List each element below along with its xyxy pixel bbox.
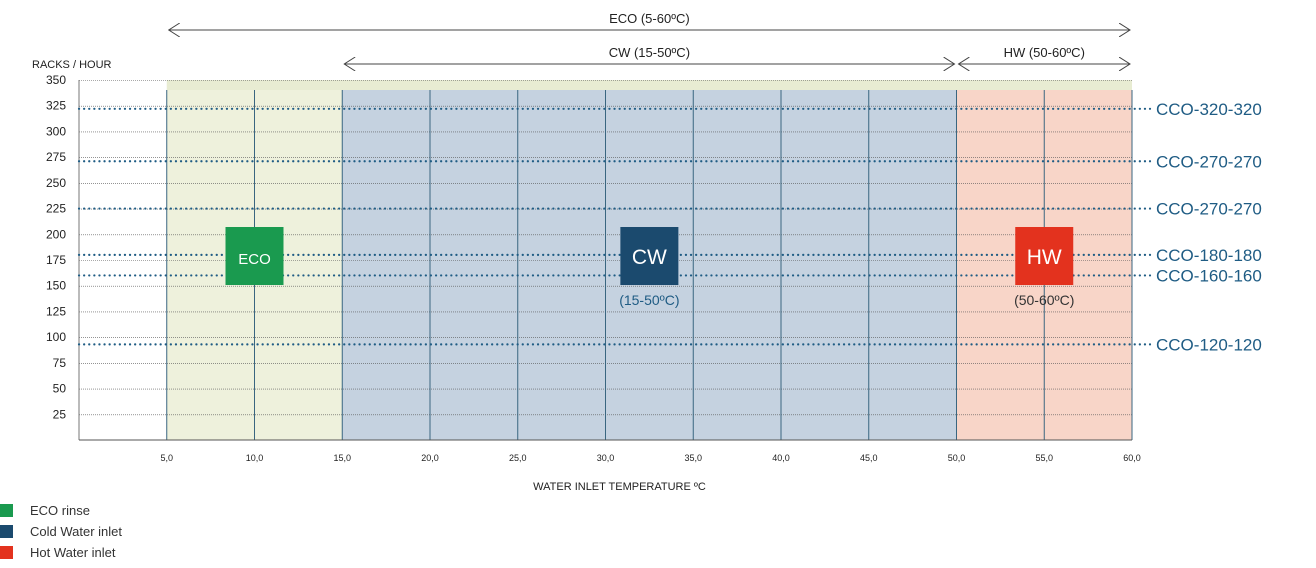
series-label-cco-120-120: CCO-120-120 [1156,335,1262,354]
legend-item-eco: ECO rinse [0,500,122,521]
x-tick-label: 25,0 [509,453,527,463]
x-tick-label: 35,0 [684,453,702,463]
badge-sublabel-hw: (50-60ºC) [1014,292,1074,308]
series-label-cco-270-270: CCO-270-270 [1156,200,1262,219]
range-label-eco-5-60-c: ECO (5-60ºC) [609,11,690,26]
x-tick-label: 60,0 [1123,453,1141,463]
y-tick-label: 275 [46,150,66,164]
y-tick-label: 100 [46,330,66,344]
x-tick-label: 15,0 [333,453,351,463]
legend-label-hot-water: Hot Water inlet [30,545,116,560]
legend-item-hot-water: Hot Water inlet [0,542,122,563]
series-label-cco-320-320: CCO-320-320 [1156,100,1262,119]
x-axis-label: WATER INLET TEMPERATURE ºC [533,481,706,493]
badge-sublabel-cw: (15-50ºC) [619,292,679,308]
series-label-cco-160-160: CCO-160-160 [1156,266,1262,285]
y-tick-label: 250 [46,176,66,190]
x-tick-label: 5,0 [160,453,173,463]
y-tick-label: 25 [53,407,67,421]
y-tick-label: 350 [46,73,66,87]
badge-hw [1015,227,1074,285]
x-tick-label: 10,0 [246,453,264,463]
y-tick-label: 300 [46,124,66,138]
y-tick-label: 125 [46,304,66,318]
y-tick-label: 150 [46,279,66,293]
badge-label-cw: CW [632,246,667,269]
legend-label-cold-water: Cold Water inlet [30,524,122,539]
chart: 350 325 300 275 250 225 200 175 150 125 100 75 50 25 5… [32,11,1262,493]
range-label-cw-15-50-c: CW (15-50ºC) [609,45,690,60]
legend-swatch-eco [0,504,13,517]
y-tick-label: 225 [46,202,66,216]
y-tick-label: 175 [46,253,66,267]
badge-cw [620,227,679,285]
range-label-hw-50-60-c: HW (50-60ºC) [1004,45,1085,60]
legend: ECO rinse Cold Water inlet Hot Water inl… [0,500,122,563]
x-tick-label: 45,0 [860,453,878,463]
x-tick-label: 30,0 [597,453,615,463]
legend-swatch-hot-water [0,546,13,559]
series-label-cco-270-270: CCO-270-270 [1156,152,1262,171]
badge-eco [225,227,284,285]
y-tick-label: 75 [53,356,67,370]
legend-item-cold-water: Cold Water inlet [0,521,122,542]
x-tick-label: 55,0 [1035,453,1053,463]
series-label-cco-180-180: CCO-180-180 [1156,246,1262,265]
top-band [166,80,1132,90]
legend-swatch-cold-water [0,525,13,538]
badge-label-eco: ECO [238,251,271,268]
y-tick-label: 200 [46,227,66,241]
y-tick-label: 50 [53,382,67,396]
badge-label-hw: HW [1027,246,1062,269]
y-axis-label: RACKS / HOUR [32,59,112,71]
y-tick-label: 325 [46,99,66,113]
x-tick-label: 50,0 [948,453,966,463]
x-tick-label: 20,0 [421,453,439,463]
legend-label-eco: ECO rinse [30,503,90,518]
x-tick-label: 40,0 [772,453,790,463]
